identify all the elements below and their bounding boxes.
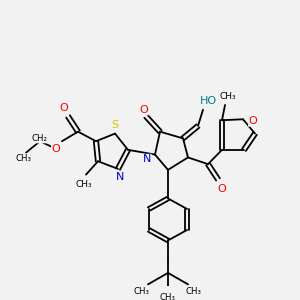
Text: O: O [249,116,257,126]
Text: O: O [52,144,60,154]
Text: N: N [116,172,124,182]
Text: CH₃: CH₃ [220,92,236,101]
Text: HO: HO [200,96,217,106]
Text: CH₃: CH₃ [160,293,176,300]
Text: CH₃: CH₃ [76,180,92,189]
Text: O: O [60,103,68,113]
Text: O: O [218,184,226,194]
Text: O: O [140,105,148,115]
Text: N: N [143,154,151,164]
Text: CH₃: CH₃ [186,287,202,296]
Text: S: S [111,120,118,130]
Text: CH₃: CH₃ [16,154,32,163]
Text: CH₂: CH₂ [32,134,48,143]
Text: CH₃: CH₃ [134,287,150,296]
